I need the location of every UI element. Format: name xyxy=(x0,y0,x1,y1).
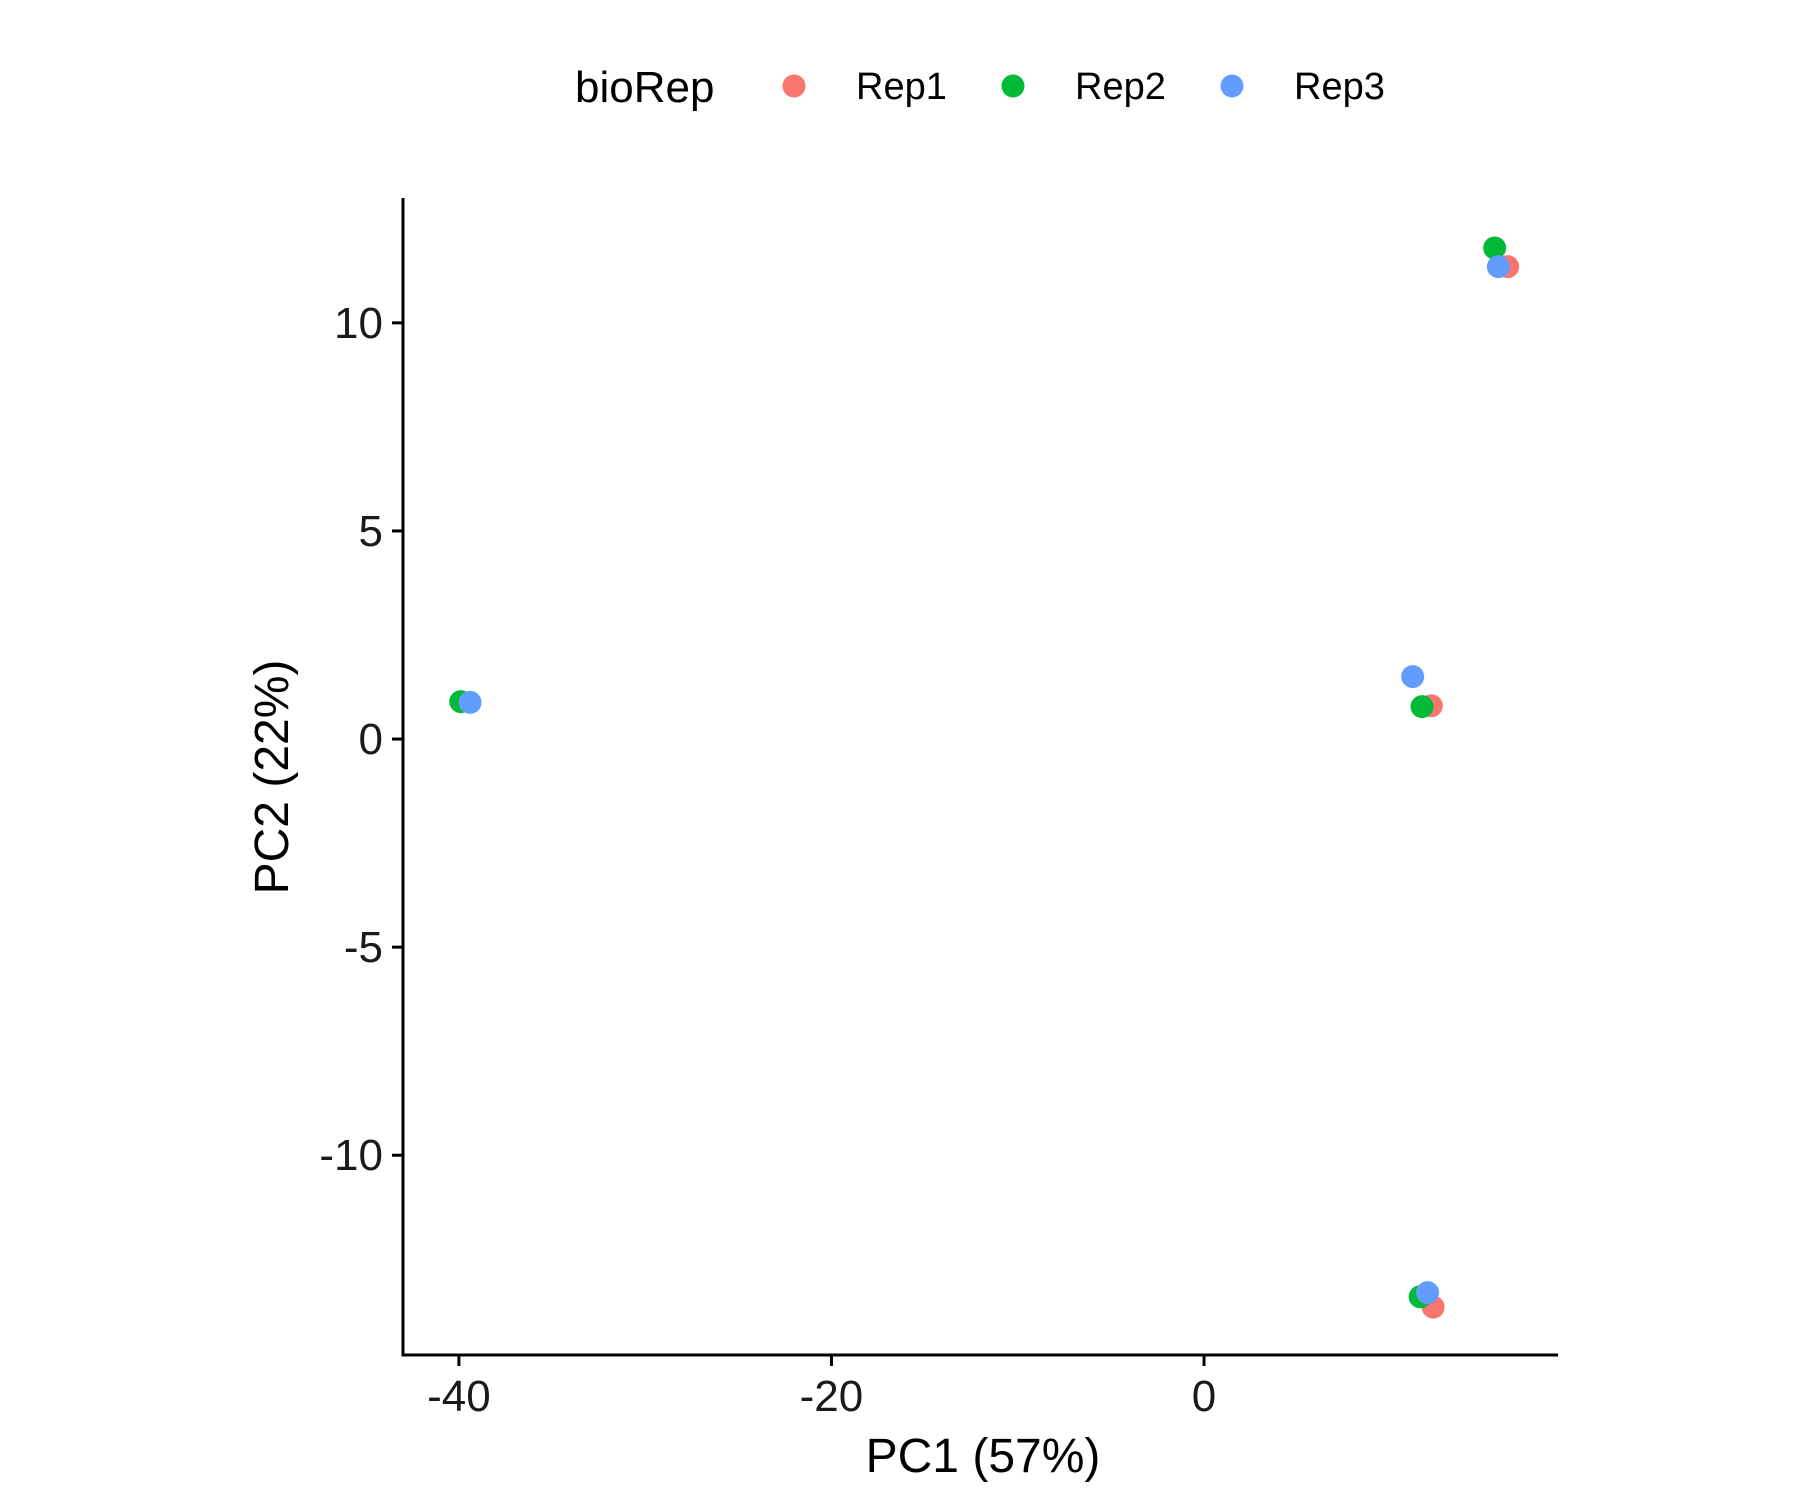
y-axis-ticks: -10 -5 0 5 10 xyxy=(319,299,403,1180)
x-tick-label: -20 xyxy=(800,1372,864,1421)
legend-key-rep2 xyxy=(1001,74,1025,98)
plot-area: -40 -20 0 -10 -5 0 5 10 xyxy=(319,198,1558,1421)
legend-label-rep2: Rep2 xyxy=(1075,66,1166,108)
x-tick-label: -40 xyxy=(427,1372,491,1421)
legend-label-rep1: Rep1 xyxy=(856,66,947,108)
legend-title: bioRep xyxy=(575,63,714,112)
legend-item-rep1: Rep1 xyxy=(782,66,947,108)
data-point-rep3 xyxy=(1401,665,1425,689)
x-axis-title: PC1 (57%) xyxy=(866,1430,1101,1483)
data-point-rep2 xyxy=(1483,236,1507,260)
legend: bioRep Rep1 Rep2 Rep3 xyxy=(575,63,1385,112)
data-point-rep3 xyxy=(1486,255,1510,279)
data-point-rep3 xyxy=(1416,1281,1440,1305)
legend-key-rep3 xyxy=(1220,74,1244,98)
series-rep1 xyxy=(1419,255,1520,1319)
y-axis-title: PC2 (22%) xyxy=(246,660,299,895)
y-tick-label: -5 xyxy=(344,923,383,972)
data-point-rep2 xyxy=(1410,695,1434,719)
legend-item-rep2: Rep2 xyxy=(1001,66,1166,108)
legend-item-rep3: Rep3 xyxy=(1220,66,1385,108)
legend-label-rep3: Rep3 xyxy=(1294,66,1385,108)
y-tick-label: 5 xyxy=(359,507,383,556)
y-tick-label: 0 xyxy=(359,715,383,764)
y-tick-label: 10 xyxy=(334,299,383,348)
series-rep3 xyxy=(458,255,1510,1305)
data-point-rep3 xyxy=(458,690,482,714)
x-axis-ticks: -40 -20 0 xyxy=(427,1355,1216,1421)
legend-key-rep1 xyxy=(782,74,806,98)
y-tick-label: -10 xyxy=(319,1131,383,1180)
x-tick-label: 0 xyxy=(1192,1372,1216,1421)
series-rep2 xyxy=(449,236,1507,1309)
